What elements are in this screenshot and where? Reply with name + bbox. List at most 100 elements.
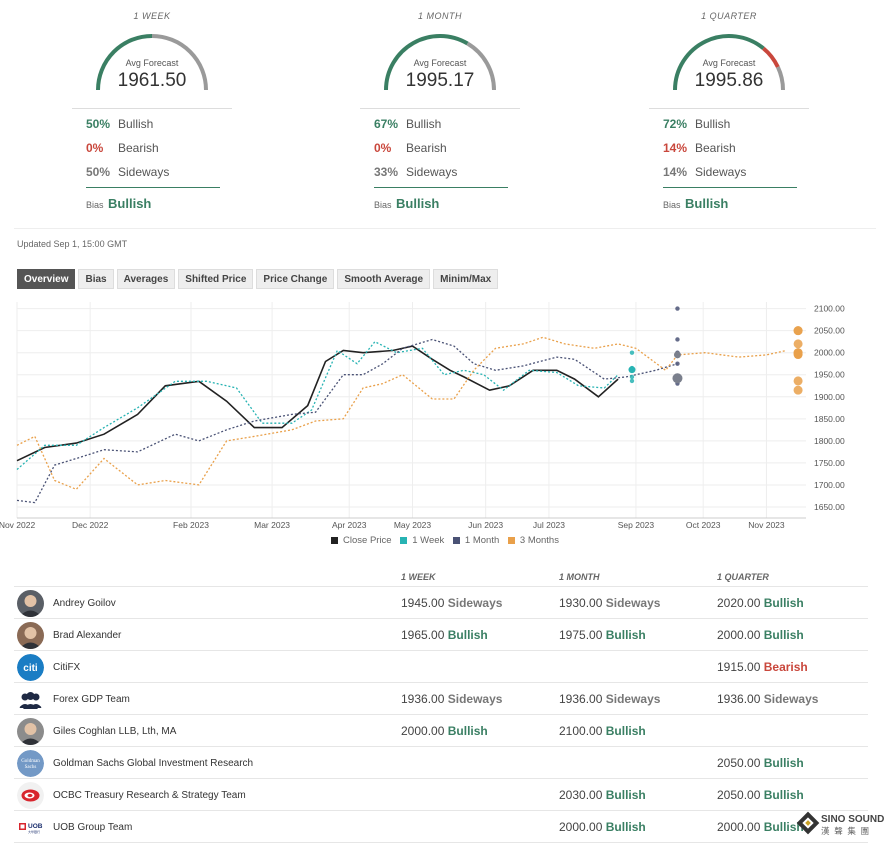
legend-item-3-months[interactable]: 3 Months	[507, 535, 559, 546]
average-marker	[673, 351, 681, 359]
gauge-arc-bullish	[96, 34, 153, 91]
forecast-cell-quarter: 2000.00 Bullish	[717, 628, 804, 642]
sideways-percent: 14%	[663, 165, 688, 179]
tab-overview[interactable]: Overview	[17, 269, 76, 289]
forecast-value: 1936.00	[559, 692, 603, 706]
header-1-week: 1 WEEK	[401, 572, 436, 582]
forecaster-name[interactable]: Goldman Sachs Global Investment Research	[53, 758, 254, 769]
legend-item-1-week[interactable]: 1 Week	[400, 535, 444, 546]
avatar[interactable]	[17, 782, 44, 809]
chart-grid	[16, 302, 806, 518]
tab-bias[interactable]: Bias	[78, 269, 114, 289]
forecast-cell-week: 1945.00 Sideways	[401, 596, 502, 610]
y-tick-label: 1750.00	[814, 458, 845, 468]
forecast-direction: Sideways	[447, 596, 503, 610]
table-row: citi CitiFX 1915.00 Bearish	[14, 651, 868, 683]
forecast-point	[629, 374, 635, 380]
section-divider	[14, 228, 876, 229]
forecast-cell-week: 1965.00 Bullish	[401, 628, 488, 642]
legend-label: 1 Week	[412, 535, 445, 546]
x-tick-label: Nov 2023	[748, 520, 785, 530]
avatar[interactable]: Goldman Sachs	[17, 750, 44, 777]
tab-minim-max[interactable]: Minim/Max	[433, 269, 499, 289]
tab-price-change[interactable]: Price Change	[256, 269, 335, 289]
forecast-value: 2050.00	[717, 756, 761, 770]
forecast-line-chart: 2100.00 2050.00 2000.00 1950.00 1900.00 1850.…	[0, 302, 845, 530]
chart-legend: Close Price 1 Week 1 Month 3 Months	[0, 535, 890, 546]
forecast-value: 2020.00	[717, 596, 761, 610]
bearish-row: 0% Bearish	[374, 141, 447, 155]
forecaster-name[interactable]: OCBC Treasury Research & Strategy Team	[53, 790, 246, 801]
table-row: Goldman Sachs Goldman Sachs Global Investm…	[14, 747, 868, 779]
gauge-value: 1995.86	[694, 70, 764, 91]
average-marker	[793, 350, 803, 360]
bullish-percent: 50%	[86, 117, 111, 131]
forecast-direction: Bullish	[763, 756, 804, 770]
forecaster-name[interactable]: Andrey Goilov	[53, 598, 116, 609]
forecast-point	[793, 376, 803, 386]
bias-label: Bias	[86, 200, 104, 210]
gauge-arc-bullish	[384, 34, 469, 91]
gauge-arc-sideways	[151, 34, 208, 91]
avatar[interactable]	[17, 590, 44, 617]
x-tick-label: Sep 2023	[618, 520, 655, 530]
tab-averages[interactable]: Averages	[116, 269, 176, 289]
legend-swatch	[331, 537, 339, 544]
header-1-quarter: 1 QUARTER	[717, 572, 769, 582]
avatar[interactable]	[17, 622, 44, 649]
header-1-month: 1 MONTH	[559, 572, 600, 582]
tab-shifted-price[interactable]: Shifted Price	[178, 269, 254, 289]
forecaster-name[interactable]: Forex GDP Team	[53, 694, 130, 705]
forecaster-name[interactable]: UOB Group Team	[53, 822, 133, 833]
avatar[interactable]	[17, 686, 44, 713]
forecast-point	[675, 306, 680, 311]
forecast-value: 1945.00	[401, 596, 445, 610]
gauge-arc-sideways	[776, 66, 785, 91]
avatar[interactable]	[17, 718, 44, 745]
bearish-label: Bearish	[695, 141, 736, 155]
bullish-row: 67% Bullish	[374, 117, 441, 131]
gauge-period: 1 QUARTER	[701, 11, 757, 21]
bias: Bias Bullish	[663, 196, 728, 211]
avatar[interactable]: citi	[17, 654, 44, 681]
chart-tabs: Overview Bias Averages Shifted Price Pri…	[17, 269, 499, 289]
gauge-value: 1961.50	[117, 70, 187, 91]
forecast-cell-month: 2100.00 Bullish	[559, 724, 646, 738]
bearish-row: 14% Bearish	[663, 141, 736, 155]
forecast-cell-week: 1936.00 Sideways	[401, 692, 502, 706]
legend-item-1-month[interactable]: 1 Month	[452, 535, 499, 546]
x-tick-label: Jul 2023	[533, 520, 565, 530]
tab-smooth-average[interactable]: Smooth Average	[337, 269, 431, 289]
legend-swatch	[507, 537, 515, 544]
forecast-direction: Sideways	[763, 692, 819, 706]
legend-item-close-price[interactable]: Close Price	[331, 535, 392, 546]
forecast-point	[675, 337, 680, 342]
forecast-direction: Bullish	[763, 596, 804, 610]
avatar[interactable]: UOB 大华银行	[17, 814, 44, 841]
updated-timestamp: Updated Sep 1, 15:00 GMT	[17, 239, 128, 249]
forecast-direction: Bullish	[447, 628, 488, 642]
svg-text:Sachs: Sachs	[25, 765, 37, 770]
forecaster-name[interactable]: Giles Coghlan LLB, Lth, MA	[53, 726, 177, 737]
forecast-cell-quarter: 2020.00 Bullish	[717, 596, 804, 610]
forecaster-name[interactable]: Brad Alexander	[53, 630, 122, 641]
forecast-point	[793, 385, 803, 395]
forecast-cell-quarter: 2000.00 Bullish	[717, 820, 804, 834]
sideways-label: Sideways	[406, 165, 458, 179]
bias: Bias Bullish	[374, 196, 439, 211]
gauge-caption: Avg Forecast	[702, 58, 756, 68]
divider	[72, 108, 232, 109]
watermark-text: SINO SOUND	[821, 814, 884, 825]
forecast-cell-quarter: 1915.00 Bearish	[717, 660, 808, 674]
gauge-period: 1 WEEK	[133, 11, 171, 21]
legend-label: Close Price	[343, 535, 392, 546]
x-tick-label: Mar 2023	[254, 520, 290, 530]
y-tick-label: 1700.00	[814, 480, 845, 490]
forecaster-name[interactable]: CitiFX	[53, 662, 81, 673]
y-tick-label: 2000.00	[814, 348, 845, 358]
forecast-direction: Sideways	[605, 596, 661, 610]
forecast-direction: Bullish	[447, 724, 488, 738]
bias-value: Bullish	[685, 196, 729, 211]
forecast-value: 2030.00	[559, 788, 603, 802]
table-row: OCBC Treasury Research & Strategy Team 20…	[14, 779, 868, 811]
